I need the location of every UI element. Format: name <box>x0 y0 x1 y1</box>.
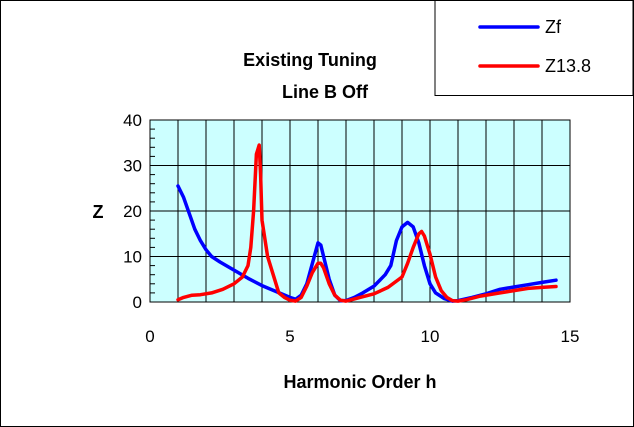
x-tick-labels: 0 5 10 15 <box>145 327 579 346</box>
y-axis-label: Z <box>93 202 104 222</box>
x-tick-label: 10 <box>421 327 440 346</box>
y-tick-label: 30 <box>123 157 142 176</box>
legend-box <box>434 0 634 96</box>
grid-lines <box>150 120 570 302</box>
y-tick-label: 0 <box>133 293 142 312</box>
x-tick-label: 0 <box>145 327 154 346</box>
x-tick-label: 15 <box>561 327 580 346</box>
y-tick-labels: 0 10 20 30 40 <box>123 111 142 312</box>
x-axis-label: Harmonic Order h <box>283 372 436 392</box>
plot-area <box>149 119 571 303</box>
legend-label-zf: Zf <box>545 17 562 37</box>
legend: Zf Z13.8 <box>434 0 634 96</box>
y-tick-label: 40 <box>123 111 142 130</box>
chart-title-line-1: Existing Tuning <box>243 50 377 70</box>
x-tick-label: 5 <box>285 327 294 346</box>
chart-title-line-2: Line B Off <box>282 82 369 102</box>
y-tick-label: 10 <box>123 248 142 267</box>
y-tick-label: 20 <box>123 202 142 221</box>
series-lines <box>176 143 558 303</box>
minor-ticks <box>150 119 155 303</box>
legend-label-z13-8: Z13.8 <box>545 56 591 76</box>
series-line-z13-8 <box>176 143 558 303</box>
